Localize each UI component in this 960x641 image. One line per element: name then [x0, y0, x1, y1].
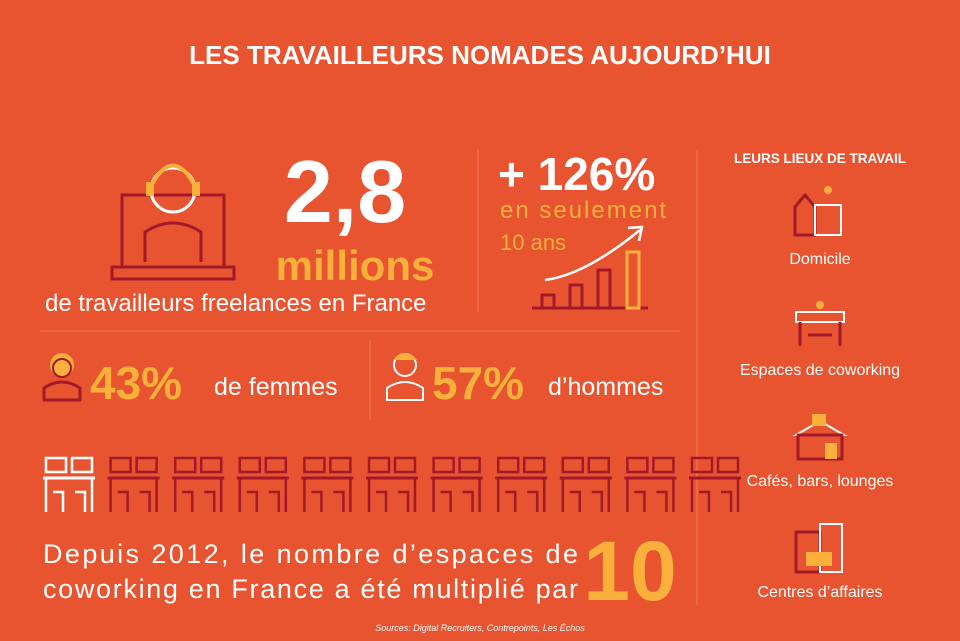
place-label: Espaces de coworking	[740, 362, 900, 379]
women-pct: 43%	[90, 357, 182, 409]
cafe-icon	[792, 414, 848, 461]
desk-icon	[172, 456, 225, 512]
men-label: d’hommes	[548, 373, 663, 401]
places-title: LEURS LIEUX DE TRAVAIL	[734, 151, 906, 166]
coworking-factor: 10	[583, 524, 676, 618]
desk-icon	[430, 456, 483, 512]
desk-row	[43, 456, 741, 512]
home-icon	[793, 186, 842, 237]
laptop-person-icon	[110, 163, 236, 281]
coworking-line1: Depuis 2012, le nombre d’espaces de	[43, 539, 578, 569]
coworking-icon	[795, 301, 845, 346]
desk-icon	[559, 456, 612, 512]
desk-icon	[236, 456, 289, 512]
women-label: de femmes	[214, 373, 338, 401]
desk-icon	[301, 456, 354, 512]
place-label: Cafés, bars, lounges	[747, 473, 894, 490]
desk-icon	[624, 456, 677, 512]
business-icon	[794, 523, 843, 574]
desk-icon	[495, 456, 548, 512]
title: LES TRAVAILLEURS NOMADES AUJOURD’HUI	[189, 40, 771, 70]
place-label: Centres d’affaires	[757, 584, 882, 601]
growth-number: + 126%	[498, 148, 655, 200]
desk-icon	[366, 456, 418, 512]
desk-icon	[107, 456, 160, 512]
freelance-unit: millions	[276, 242, 435, 289]
dividers	[40, 150, 698, 605]
man-icon	[386, 353, 424, 401]
desk-icon	[689, 456, 741, 512]
coworking-line2: coworking en France a été multiplié par	[43, 574, 578, 604]
place-label: Domicile	[789, 251, 850, 268]
freelance-number: 2,8	[284, 142, 406, 241]
growth-line2: 10 ans	[500, 230, 566, 255]
sources: Sources: Digital Recruiters, Contrepoint…	[375, 623, 585, 633]
men-pct: 57%	[432, 357, 524, 409]
woman-icon	[42, 353, 82, 402]
freelance-caption: de travailleurs freelances en France	[45, 290, 427, 317]
growth-icon	[532, 225, 648, 310]
desk-icon	[43, 456, 95, 512]
growth-line1: en seulement	[500, 197, 668, 224]
